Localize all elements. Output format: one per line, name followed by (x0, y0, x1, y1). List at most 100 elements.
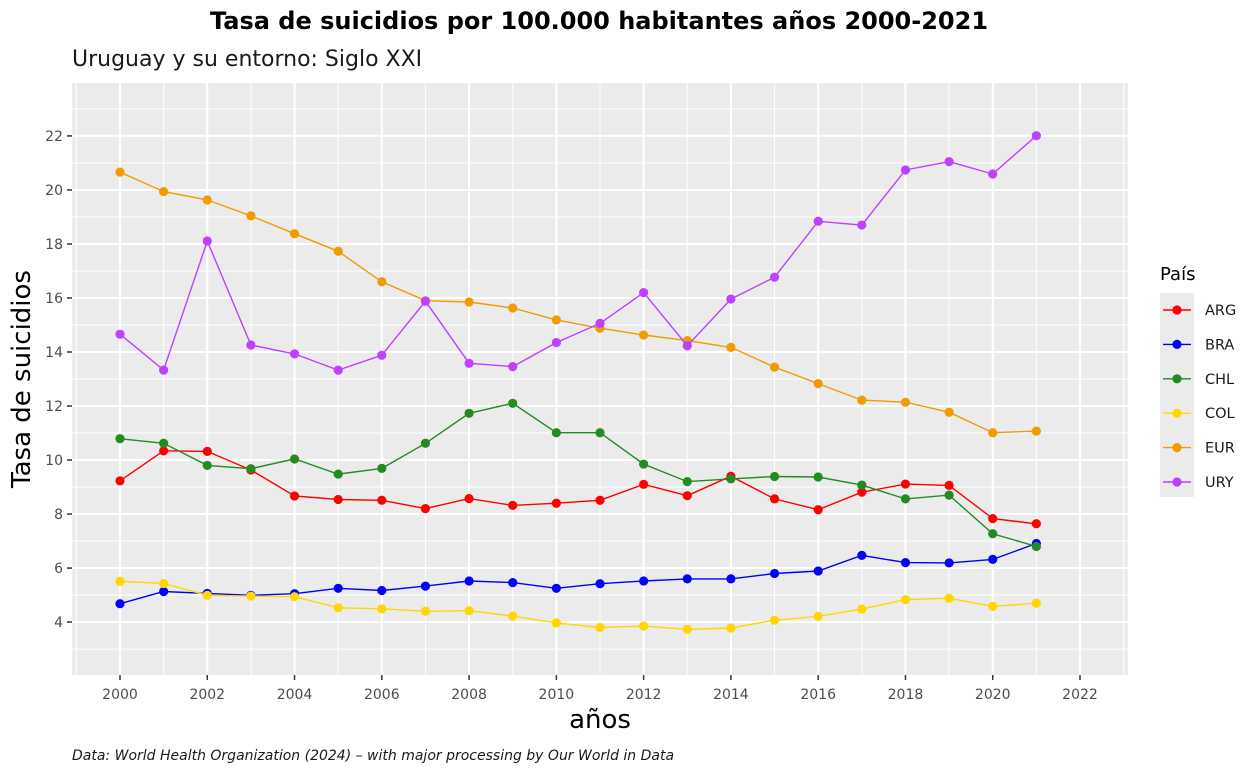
data-point-chl (159, 438, 169, 448)
legend-label: COL (1205, 406, 1235, 422)
x-tick-label: 2002 (189, 687, 225, 703)
data-point-eur (1031, 426, 1041, 436)
legend-label: ARG (1205, 303, 1236, 319)
data-point-arg (333, 494, 343, 505)
data-point-chl (726, 474, 736, 484)
data-point-bra (639, 576, 649, 586)
data-point-col (508, 611, 518, 621)
series-bra (115, 538, 1041, 609)
chart-caption: Data: World Health Organization (2024) –… (72, 748, 674, 764)
data-point-ury (726, 294, 736, 304)
data-point-eur (246, 211, 256, 221)
legend-item-bra: BRA (1163, 337, 1234, 353)
data-point-col (769, 615, 780, 625)
data-point-chl (682, 477, 692, 487)
data-point-arg (1031, 519, 1041, 529)
y-tick-label: 16 (45, 291, 63, 307)
x-tick-label: 2006 (364, 687, 400, 703)
data-point-bra (682, 574, 692, 584)
data-point-col (202, 590, 212, 600)
data-point-ury (813, 216, 823, 226)
data-point-chl (944, 490, 954, 500)
data-point-col (289, 592, 300, 602)
y-tick-label: 12 (45, 399, 63, 415)
chart-title: Tasa de suicidios por 100.000 habitantes… (210, 7, 988, 35)
data-point-col (813, 611, 823, 621)
data-point-bra (988, 554, 998, 565)
data-point-col (639, 621, 649, 631)
data-point-bra (726, 574, 736, 584)
legend: País ARG BRA CHL COL EUR URY (1160, 264, 1236, 497)
legend-label: URY (1205, 475, 1234, 491)
data-point-bra (420, 581, 431, 591)
data-point-chl (769, 471, 780, 482)
data-point-ury (508, 361, 518, 372)
legend-label: CHL (1205, 372, 1234, 388)
data-point-bra (159, 586, 169, 597)
data-point-ury (159, 365, 169, 375)
data-point-arg (988, 514, 998, 524)
data-point-eur (726, 342, 736, 353)
x-tick-label: 2018 (888, 687, 924, 703)
series-line-col (119, 580, 1037, 631)
x-tick-label: 2008 (451, 687, 487, 703)
data-point-ury (420, 296, 431, 306)
grid-major (72, 83, 1128, 675)
data-point-eur (333, 246, 343, 256)
data-point-chl (639, 459, 649, 469)
data-point-eur (769, 362, 780, 372)
y-tick-label: 20 (45, 183, 63, 199)
series-chl (115, 398, 1041, 552)
data-point-eur (377, 277, 387, 287)
data-point-col (333, 603, 343, 613)
data-point-arg (420, 504, 431, 514)
data-point-ury (333, 365, 343, 375)
data-point-chl (333, 469, 343, 479)
data-point-arg (944, 480, 954, 491)
data-point-eur (202, 195, 212, 205)
data-point-chl (289, 454, 300, 464)
series-col (115, 576, 1041, 634)
y-axis-title: Tasa de suicidios (7, 270, 37, 489)
data-point-bra (900, 558, 911, 568)
x-axis-title: años (569, 705, 631, 735)
data-point-col (159, 578, 169, 589)
data-point-ury (988, 169, 998, 179)
data-point-arg (813, 505, 823, 515)
data-point-chl (508, 398, 518, 408)
data-point-eur (900, 397, 911, 407)
x-tick-label: 2020 (975, 687, 1011, 703)
x-tick-label: 2010 (539, 687, 575, 703)
data-point-arg (682, 491, 692, 501)
data-point-eur (639, 330, 649, 340)
x-tick-label: 2004 (277, 687, 313, 703)
legend-item-col: COL (1163, 406, 1235, 422)
data-point-bra (551, 583, 561, 593)
data-point-chl (857, 480, 867, 490)
x-tick-label: 2016 (800, 687, 836, 703)
data-point-bra (813, 566, 823, 576)
data-point-eur (857, 395, 867, 405)
legend-key-point (1172, 408, 1182, 418)
data-point-ury (944, 156, 954, 167)
data-point-ury (857, 220, 867, 230)
data-point-arg (377, 495, 387, 505)
data-point-bra (333, 583, 343, 593)
data-point-ury (464, 358, 474, 368)
data-point-eur (551, 315, 561, 325)
data-point-col (377, 604, 387, 614)
y-axis: 4 6 8 10 12 14 16 18 20 22 (45, 129, 72, 631)
data-point-arg (508, 500, 518, 510)
data-point-chl (464, 408, 474, 418)
data-point-col (682, 624, 692, 634)
y-tick-label: 6 (54, 561, 63, 577)
series-line-arg (119, 450, 1037, 525)
legend-label: BRA (1205, 337, 1234, 353)
x-tick-label: 2014 (713, 687, 749, 703)
data-point-chl (551, 428, 561, 438)
data-point-col (464, 606, 474, 616)
legend-key-background (1160, 293, 1194, 497)
data-point-col (420, 606, 431, 616)
grid-minor (72, 83, 1128, 675)
